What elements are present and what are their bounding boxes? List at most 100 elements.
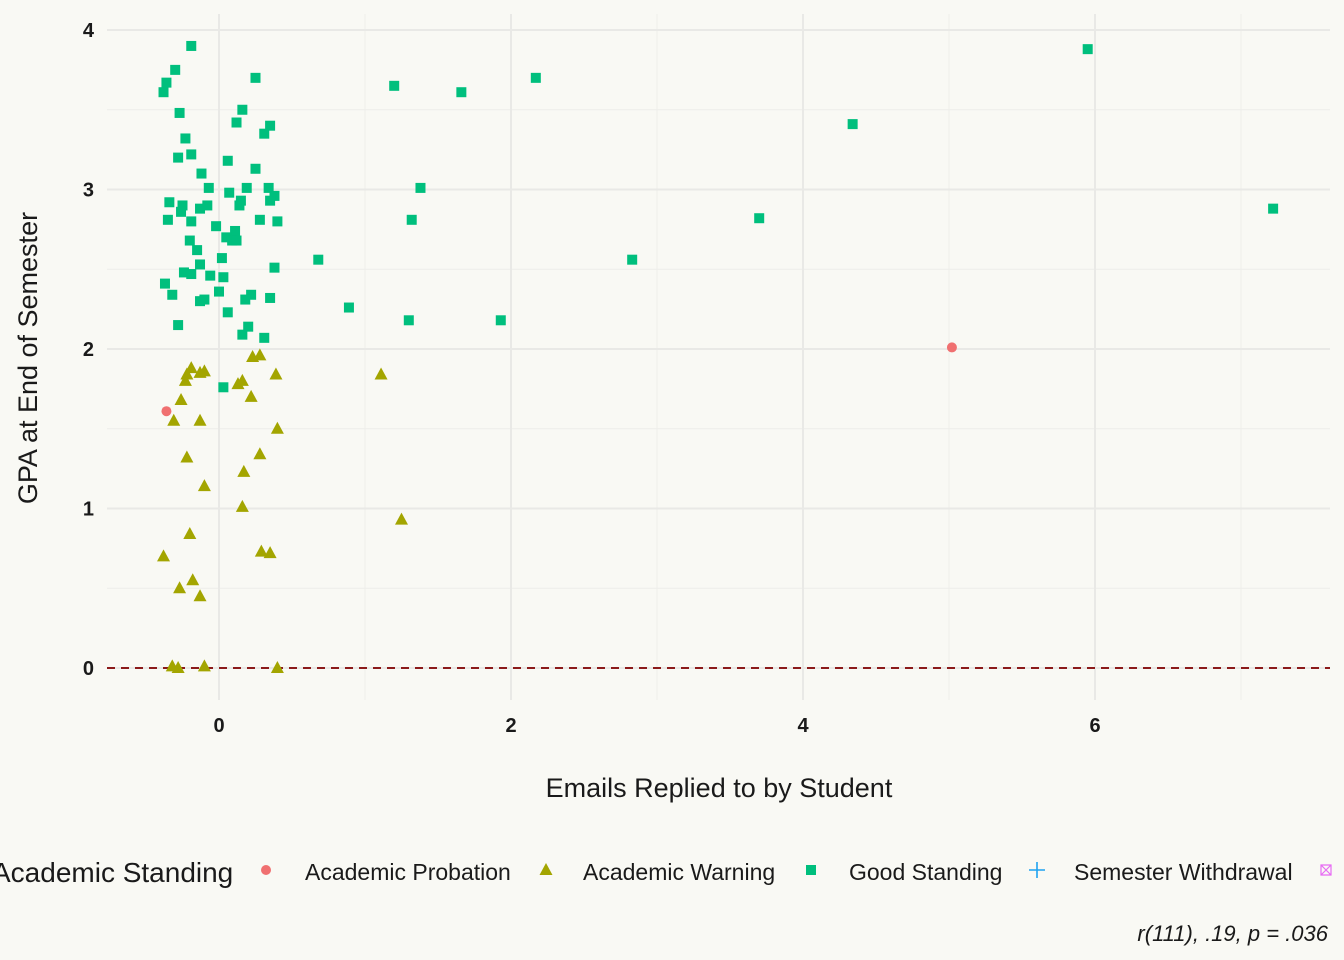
- data-point: [495, 315, 506, 326]
- data-point: [183, 527, 197, 540]
- data-point: [254, 214, 265, 225]
- x-tick-label: 4: [797, 715, 809, 737]
- data-point: [157, 549, 171, 562]
- data-point: [343, 302, 354, 313]
- legend-key: [1029, 862, 1045, 878]
- legend-label: Good Standing: [849, 859, 1002, 885]
- data-point: [173, 320, 184, 331]
- data-point: [272, 216, 283, 227]
- y-tick-label: 0: [83, 658, 94, 680]
- data-point: [240, 294, 251, 305]
- data-point: [203, 182, 214, 193]
- data-point: [237, 104, 248, 115]
- legend-label: Semester Withdrawal: [1074, 859, 1293, 885]
- data-point: [167, 413, 181, 426]
- data-point: [216, 253, 227, 264]
- data-point: [253, 447, 267, 460]
- data-point: [218, 382, 229, 393]
- data-point: [243, 321, 254, 332]
- y-tick-label: 2: [83, 339, 94, 361]
- data-point: [161, 77, 172, 88]
- data-point: [197, 479, 211, 492]
- x-tick-label: 2: [505, 715, 516, 737]
- data-point: [176, 206, 187, 217]
- legend-key: [806, 865, 816, 875]
- data-point: [224, 187, 235, 198]
- y-axis-tick-labels: 0 1 2 3 4: [83, 20, 95, 680]
- data-point: [171, 661, 185, 673]
- data-point: [253, 348, 267, 361]
- data-point: [231, 235, 242, 246]
- data-point: [237, 329, 248, 340]
- x-tick-label: 0: [213, 715, 224, 737]
- minor-gridlines: [107, 14, 1330, 700]
- data-point: [195, 259, 206, 270]
- data-point: [193, 413, 207, 426]
- data-point: [374, 367, 388, 380]
- y-tick-label: 3: [83, 180, 94, 202]
- data-point: [237, 464, 251, 477]
- data-point: [235, 499, 249, 512]
- data-point: [195, 203, 206, 214]
- data-point: [263, 546, 277, 559]
- data-point: [259, 332, 270, 343]
- data-point: [265, 292, 276, 303]
- data-point: [180, 450, 194, 463]
- legend-label: Academic Warning: [583, 859, 775, 885]
- data-point: [530, 72, 541, 83]
- data-point: [254, 544, 268, 557]
- data-point: [162, 214, 173, 225]
- data-point: [250, 72, 261, 83]
- data-point: [269, 367, 283, 380]
- data-point: [395, 512, 408, 525]
- data-point: [235, 373, 249, 386]
- data-point: [161, 406, 172, 417]
- data-point: [186, 269, 197, 280]
- caption: r(111), .19, p = .036: [1137, 921, 1328, 946]
- data-point: [1268, 203, 1279, 214]
- data-point: [218, 272, 229, 283]
- data-point: [164, 197, 175, 208]
- x-tick-label: 6: [1089, 715, 1100, 737]
- data-point: [184, 235, 195, 246]
- data-point: [178, 267, 189, 278]
- data-point: [234, 200, 245, 211]
- data-point: [186, 216, 197, 227]
- y-tick-label: 1: [83, 499, 94, 521]
- data-point: [456, 87, 467, 98]
- data-point: [180, 133, 191, 144]
- data-point: [170, 64, 181, 75]
- x-axis-title: Emails Replied to by Student: [546, 773, 893, 803]
- data-point: [197, 659, 211, 672]
- data-point: [173, 152, 184, 163]
- data-point: [847, 119, 858, 130]
- data-point: [406, 214, 417, 225]
- legend-key: [539, 863, 553, 875]
- data-points: [157, 40, 1279, 673]
- data-point: [246, 289, 257, 300]
- data-point: [211, 221, 222, 232]
- x-axis-tick-labels: 0 2 4 6: [213, 715, 1100, 737]
- data-point: [192, 245, 203, 256]
- data-point: [158, 87, 169, 98]
- data-point: [230, 225, 241, 236]
- data-point: [167, 289, 178, 300]
- data-point: [177, 200, 188, 211]
- data-point: [178, 373, 192, 386]
- y-axis-title: GPA at End of Semester: [13, 212, 43, 504]
- data-point: [180, 367, 194, 380]
- legend: Academic Standing Academic Probation Acad…: [0, 857, 1332, 888]
- data-point: [197, 364, 211, 377]
- data-point: [265, 120, 276, 131]
- major-gridlines: [107, 14, 1330, 700]
- y-tick-label: 4: [83, 20, 95, 42]
- data-point: [231, 117, 242, 128]
- data-point: [222, 307, 233, 318]
- data-point: [313, 254, 324, 265]
- data-point: [270, 661, 284, 673]
- legend-key: [1320, 864, 1332, 876]
- data-point: [205, 270, 216, 281]
- data-point: [202, 200, 213, 211]
- data-point: [174, 107, 185, 118]
- data-point: [269, 262, 280, 273]
